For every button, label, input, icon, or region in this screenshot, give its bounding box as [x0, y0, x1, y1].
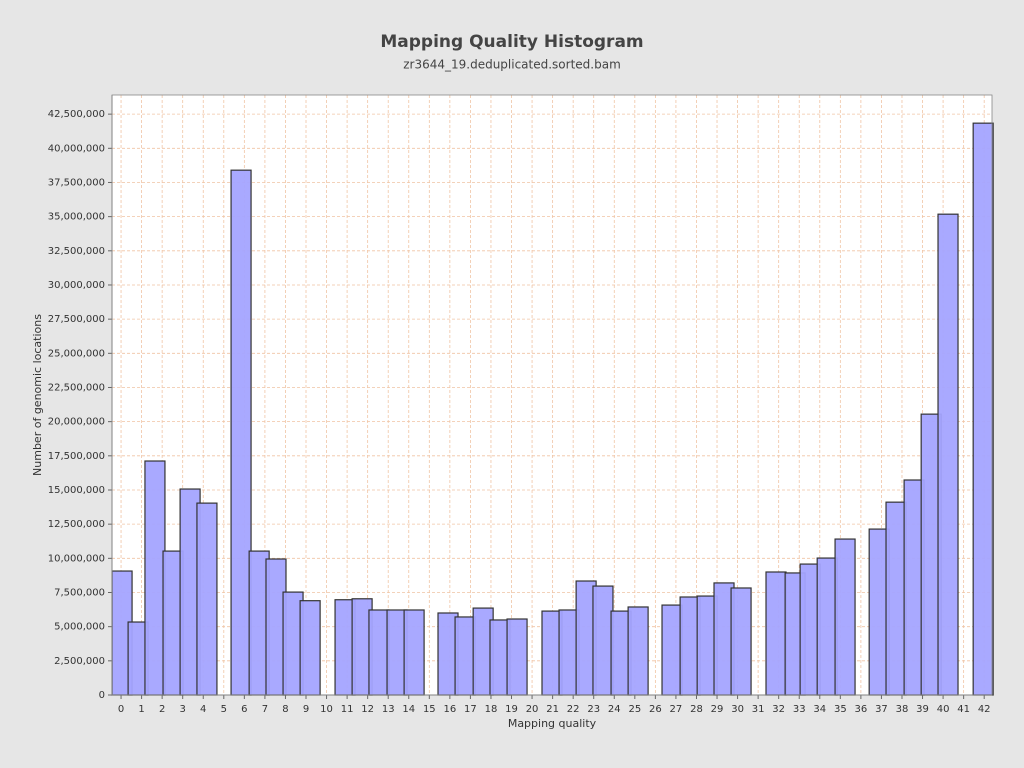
- x-tick-label: 1: [138, 704, 144, 715]
- x-tick-label: 38: [896, 704, 909, 715]
- x-tick-label: 29: [711, 704, 724, 715]
- bar: [403, 609, 425, 696]
- bar: [506, 618, 528, 696]
- x-axis-label: Mapping quality: [508, 717, 597, 730]
- plot-border: [111, 94, 993, 696]
- x-tick-label: 37: [875, 704, 888, 715]
- x-tick-label: 19: [505, 704, 518, 715]
- y-tick-label: 27,500,000: [48, 314, 105, 325]
- x-tick-label: 42: [978, 704, 991, 715]
- bar: [765, 571, 787, 696]
- x-tick-label: 3: [180, 704, 186, 715]
- x-tick-label: 24: [608, 704, 621, 715]
- bar: [592, 585, 614, 696]
- x-tick-label: 32: [772, 704, 785, 715]
- x-tick-label: 5: [221, 704, 227, 715]
- x-tick-label: 0: [118, 704, 124, 715]
- x-tick-label: 28: [690, 704, 703, 715]
- y-tick-label: 30,000,000: [48, 280, 105, 291]
- x-tick-label: 17: [464, 704, 477, 715]
- bar: [937, 213, 959, 696]
- y-tick-label: 0: [99, 690, 105, 701]
- bar: [972, 122, 994, 696]
- y-tick-label: 25,000,000: [48, 348, 105, 359]
- x-tick-label: 31: [752, 704, 765, 715]
- x-tick-label: 21: [546, 704, 559, 715]
- x-tick-label: 14: [402, 704, 415, 715]
- x-tick-label: 7: [262, 704, 268, 715]
- y-tick-label: 15,000,000: [48, 485, 105, 496]
- x-tick-label: 40: [937, 704, 950, 715]
- x-tick-label: 27: [670, 704, 683, 715]
- x-tick-label: 41: [957, 704, 970, 715]
- x-tick-label: 30: [731, 704, 744, 715]
- chart-title: Mapping Quality Histogram: [380, 32, 643, 52]
- y-tick-label: 10,000,000: [48, 553, 105, 564]
- y-tick-label: 32,500,000: [48, 246, 105, 257]
- bar: [454, 616, 476, 696]
- x-tick-label: 10: [320, 704, 333, 715]
- x-tick-label: 22: [567, 704, 580, 715]
- y-tick-label: 42,500,000: [48, 109, 105, 120]
- x-tick-label: 13: [382, 704, 395, 715]
- y-axis-label: Number of genomic locations: [31, 314, 44, 476]
- x-tick-label: 23: [587, 704, 600, 715]
- chart-subtitle: zr3644_19.deduplicated.sorted.bam: [403, 58, 621, 72]
- y-tick-label: 5,000,000: [54, 622, 105, 633]
- y-tick-label: 2,500,000: [54, 656, 105, 667]
- x-tick-label: 39: [916, 704, 929, 715]
- x-tick-label: 8: [282, 704, 288, 715]
- y-tick-label: 12,500,000: [48, 519, 105, 530]
- x-tick-label: 12: [361, 704, 374, 715]
- y-tick-label: 17,500,000: [48, 451, 105, 462]
- bar: [368, 609, 390, 696]
- x-tick-label: 15: [423, 704, 436, 715]
- y-tick-label: 35,000,000: [48, 212, 105, 223]
- x-tick-label: 20: [526, 704, 539, 715]
- bar: [144, 460, 166, 696]
- bar: [816, 557, 838, 696]
- x-tick-label: 2: [159, 704, 165, 715]
- x-tick-label: 16: [443, 704, 456, 715]
- x-tick-label: 9: [303, 704, 309, 715]
- y-tick-label: 7,500,000: [54, 587, 105, 598]
- x-tick-label: 4: [200, 704, 206, 715]
- x-tick-label: 25: [628, 704, 641, 715]
- y-tick-label: 40,000,000: [48, 143, 105, 154]
- bar: [834, 538, 856, 696]
- y-tick-label: 37,500,000: [48, 177, 105, 188]
- y-tick-label: 20,000,000: [48, 417, 105, 428]
- bar: [230, 169, 252, 696]
- bar: [299, 600, 321, 696]
- bar: [661, 604, 683, 696]
- x-tick-label: 18: [485, 704, 498, 715]
- x-tick-label: 6: [241, 704, 247, 715]
- x-tick-label: 11: [341, 704, 354, 715]
- bar: [627, 606, 649, 696]
- x-tick-label: 35: [834, 704, 847, 715]
- bar: [730, 587, 752, 696]
- x-tick-label: 34: [813, 704, 826, 715]
- x-tick-label: 33: [793, 704, 806, 715]
- x-tick-label: 26: [649, 704, 662, 715]
- y-tick-label: 22,500,000: [48, 382, 105, 393]
- bar: [885, 501, 907, 696]
- bar: [196, 502, 218, 696]
- x-tick-label: 36: [855, 704, 868, 715]
